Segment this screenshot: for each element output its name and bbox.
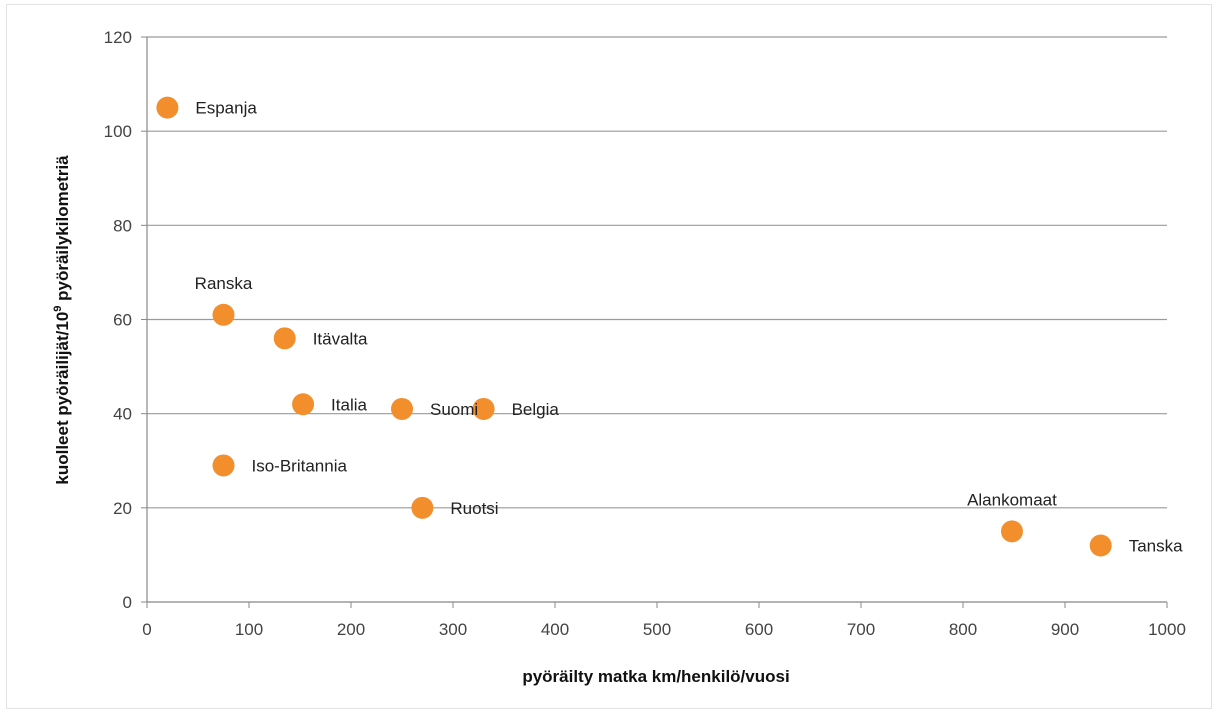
data-point (273, 327, 296, 350)
y-tick-label: 120 (104, 28, 132, 47)
point-label: Suomi (430, 400, 478, 419)
x-tick-label: 0 (142, 620, 151, 639)
point-label: Italia (331, 395, 367, 414)
x-tick-label: 1000 (1148, 620, 1186, 639)
x-tick-label: 200 (337, 620, 365, 639)
axes (146, 37, 1168, 608)
y-axis-title: kuolleet pyöräilijät/109 pyöräilykilomet… (52, 155, 72, 485)
data-point (212, 454, 235, 477)
x-tick-labels: 0 100 200 300 400 500 600 700 800 900 1000 (142, 620, 1186, 639)
point-label: Ranska (195, 274, 253, 293)
point-labels: Espanja Ranska Itävalta Italia Suomi Belgia Is… (195, 99, 1183, 556)
chart-frame (6, 4, 1212, 709)
y-tick-label: 20 (113, 499, 132, 518)
data-point (292, 393, 315, 416)
y-tick-label: 40 (113, 405, 132, 424)
data-point (1089, 534, 1112, 557)
y-tick-label: 80 (113, 216, 132, 235)
y-axis-title-sup: 9 (52, 306, 64, 312)
point-label: Ruotsi (450, 499, 498, 518)
y-axis-title-rest: pyöräilykilometriä (53, 155, 72, 306)
y-tick-label: 100 (104, 122, 132, 141)
data-point (212, 303, 235, 326)
data-point (156, 96, 179, 119)
point-label: Iso-Britannia (252, 456, 348, 475)
y-tick-label: 60 (113, 311, 132, 330)
data-point (411, 496, 434, 519)
x-axis-title: pyöräilty matka km/henkilö/vuosi (522, 667, 789, 686)
point-label: Espanja (195, 99, 257, 118)
x-tick-label: 900 (1051, 620, 1079, 639)
data-point (472, 397, 495, 420)
x-tick-label: 600 (745, 620, 773, 639)
x-tick-label: 800 (949, 620, 977, 639)
y-tick-label: 0 (123, 593, 132, 612)
point-label: Tanska (1129, 537, 1183, 556)
point-label: Belgia (512, 400, 560, 419)
y-tick-labels: 0 20 40 60 80 100 120 (104, 28, 132, 612)
x-tick-label: 500 (643, 620, 671, 639)
data-point (1000, 520, 1023, 543)
point-label: Itävalta (313, 329, 368, 348)
data-points (156, 96, 1112, 557)
x-tick-label: 400 (541, 620, 569, 639)
gridlines (141, 36, 1167, 603)
x-tick-label: 700 (847, 620, 875, 639)
y-axis-title-main: kuolleet pyöräilijät/10 (53, 312, 72, 485)
data-point (391, 397, 413, 420)
x-tick-label: 100 (235, 620, 263, 639)
x-tick-label: 300 (439, 620, 467, 639)
point-label: Alankomaat (967, 490, 1057, 509)
